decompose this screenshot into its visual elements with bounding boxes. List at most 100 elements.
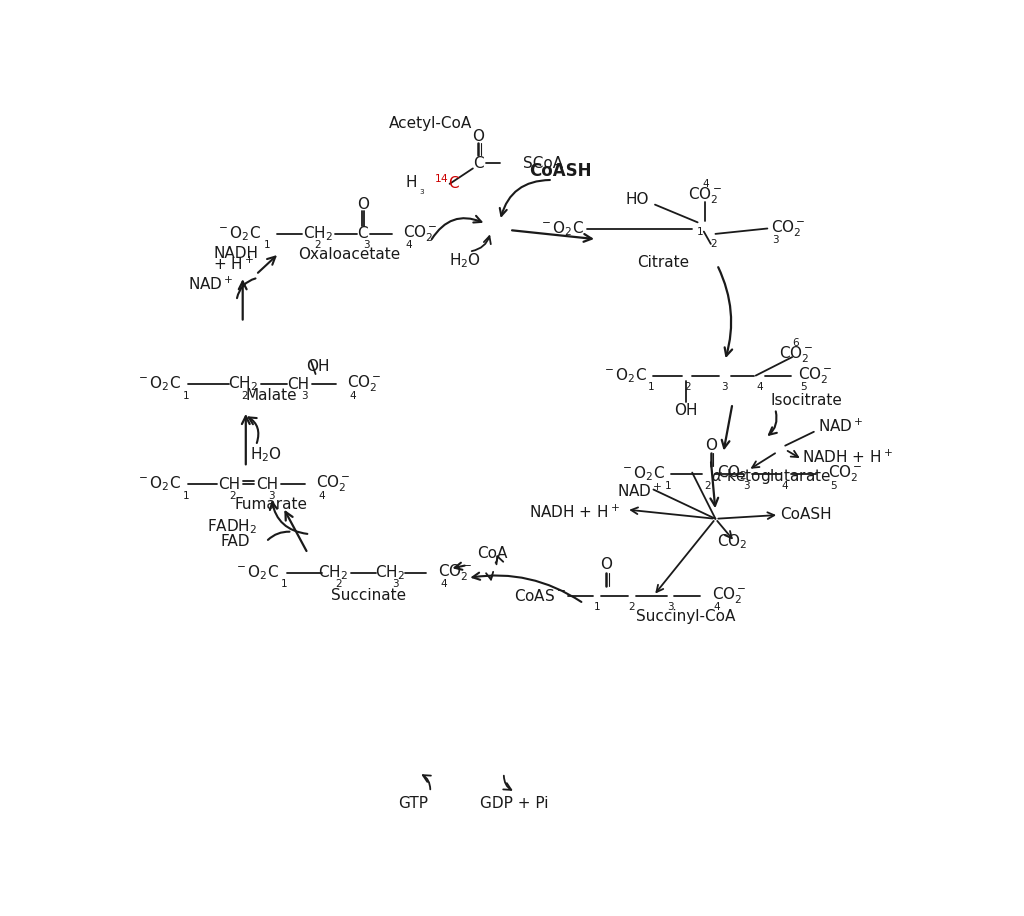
Text: 2: 2: [314, 240, 322, 250]
Text: 5: 5: [801, 382, 807, 392]
Text: FAD: FAD: [221, 534, 251, 550]
Text: $_{3}$: $_{3}$: [420, 187, 426, 197]
Text: 4: 4: [757, 382, 763, 392]
Text: CO$_2^-$: CO$_2^-$: [799, 365, 834, 386]
Text: Succinyl-CoA: Succinyl-CoA: [636, 609, 735, 624]
Text: 4: 4: [782, 481, 788, 491]
Text: CH: CH: [288, 376, 309, 391]
Text: $^-$O$_2$C: $^-$O$_2$C: [602, 366, 647, 385]
Text: 4: 4: [318, 491, 325, 501]
Text: GDP + Pi: GDP + Pi: [479, 796, 548, 812]
Text: 1: 1: [282, 579, 288, 589]
Text: 2: 2: [710, 239, 717, 249]
Text: $^-$O$_2$C: $^-$O$_2$C: [216, 224, 261, 244]
Text: H$_2$O: H$_2$O: [450, 252, 481, 270]
Text: Citrate: Citrate: [637, 255, 689, 270]
Text: $^-$O$_2$C: $^-$O$_2$C: [234, 563, 280, 582]
Text: 1: 1: [648, 382, 654, 392]
Text: Succinate: Succinate: [331, 588, 406, 604]
Text: 1: 1: [665, 481, 672, 491]
Text: 2: 2: [629, 603, 635, 612]
Text: + H$^+$: + H$^+$: [213, 256, 254, 273]
Text: 4: 4: [349, 390, 356, 400]
Text: NADH: NADH: [213, 245, 258, 261]
Text: $\alpha$-ketoglutarate: $\alpha$-ketoglutarate: [712, 467, 831, 486]
Text: $^-$O$_2$C: $^-$O$_2$C: [539, 219, 584, 238]
Text: 2: 2: [336, 579, 342, 589]
Text: CO$_2$: CO$_2$: [717, 532, 748, 551]
Text: 6: 6: [793, 338, 800, 348]
Text: CO$_2^-$: CO$_2^-$: [688, 185, 723, 205]
Text: CH$_2$: CH$_2$: [375, 563, 404, 582]
Text: CoA: CoA: [477, 546, 508, 561]
Text: CO$_2^-$: CO$_2^-$: [347, 374, 382, 394]
Text: CoASH: CoASH: [529, 162, 592, 180]
Text: 3: 3: [772, 235, 778, 245]
Text: Fumarate: Fumarate: [234, 497, 308, 512]
Text: CO$_2^-$: CO$_2^-$: [438, 562, 473, 583]
Text: CoAS$^-$: CoAS$^-$: [514, 588, 566, 604]
Text: 4: 4: [714, 603, 720, 612]
Text: CO$_2^-$: CO$_2^-$: [827, 463, 862, 485]
Text: NADH + H$^+$: NADH + H$^+$: [802, 449, 893, 466]
Text: NAD$^+$: NAD$^+$: [818, 418, 863, 435]
Text: 4: 4: [702, 179, 709, 189]
Text: 5: 5: [829, 481, 837, 491]
Text: CO$_2$: CO$_2$: [717, 463, 748, 482]
Text: Oxaloacetate: Oxaloacetate: [298, 247, 400, 262]
Text: 3: 3: [392, 579, 398, 589]
Text: 2: 2: [684, 382, 691, 392]
Text: 2: 2: [705, 481, 711, 491]
Text: C: C: [356, 226, 368, 242]
Text: 3: 3: [668, 603, 674, 612]
Text: $^{14}$C: $^{14}$C: [434, 173, 460, 191]
Text: CH: CH: [218, 476, 240, 492]
Text: O: O: [705, 438, 717, 453]
Text: OH: OH: [306, 359, 330, 374]
Text: OH: OH: [674, 403, 697, 419]
Text: CO$_2^-$: CO$_2^-$: [712, 585, 746, 606]
Text: 3: 3: [364, 240, 370, 250]
Text: $^-$O$_2$C: $^-$O$_2$C: [621, 464, 665, 484]
Text: CO$_2^-$: CO$_2^-$: [403, 224, 438, 245]
Text: O: O: [472, 129, 484, 145]
Text: SCoA: SCoA: [523, 156, 563, 170]
Text: 2: 2: [241, 390, 248, 400]
Text: C: C: [473, 156, 483, 170]
Text: 3: 3: [743, 481, 750, 491]
Text: 1: 1: [183, 390, 189, 400]
Text: CH$_2$: CH$_2$: [318, 563, 348, 582]
Text: 4: 4: [406, 240, 412, 250]
Text: GTP: GTP: [398, 796, 428, 812]
Text: Malate: Malate: [246, 388, 297, 403]
Text: FADH$_2$: FADH$_2$: [207, 518, 257, 536]
Text: CO$_2^-$: CO$_2^-$: [771, 218, 806, 239]
Text: 3: 3: [268, 491, 274, 501]
Text: NADH + H$^+$: NADH + H$^+$: [529, 504, 621, 521]
Text: 3: 3: [722, 382, 728, 392]
Text: 3: 3: [301, 390, 308, 400]
Text: H: H: [406, 175, 417, 190]
Text: 2: 2: [229, 491, 236, 501]
Text: O: O: [356, 197, 369, 213]
Text: H$_2$O: H$_2$O: [250, 445, 282, 464]
Text: $^-$O$_2$C: $^-$O$_2$C: [136, 375, 180, 393]
Text: HO: HO: [626, 191, 649, 207]
Text: NAD$^+$: NAD$^+$: [188, 276, 234, 292]
Text: CH: CH: [256, 476, 279, 492]
Text: $^-$O$_2$C: $^-$O$_2$C: [136, 474, 180, 494]
Text: CH$_2$: CH$_2$: [227, 375, 258, 393]
Text: 1: 1: [696, 227, 703, 237]
Text: NAD$^+$: NAD$^+$: [616, 484, 663, 500]
Text: 4: 4: [440, 579, 446, 589]
Text: 1: 1: [183, 491, 189, 501]
Text: CoASH: CoASH: [780, 507, 833, 522]
Text: O: O: [600, 558, 612, 572]
Text: 1: 1: [264, 240, 270, 250]
Text: Acetyl-CoA: Acetyl-CoA: [389, 116, 472, 131]
Text: CO$_2^-$: CO$_2^-$: [316, 474, 351, 495]
Text: 1: 1: [594, 603, 600, 612]
Text: CH$_2$: CH$_2$: [303, 224, 333, 244]
Text: Isocitrate: Isocitrate: [770, 394, 842, 409]
Text: CO$_2^-$: CO$_2^-$: [778, 344, 813, 365]
